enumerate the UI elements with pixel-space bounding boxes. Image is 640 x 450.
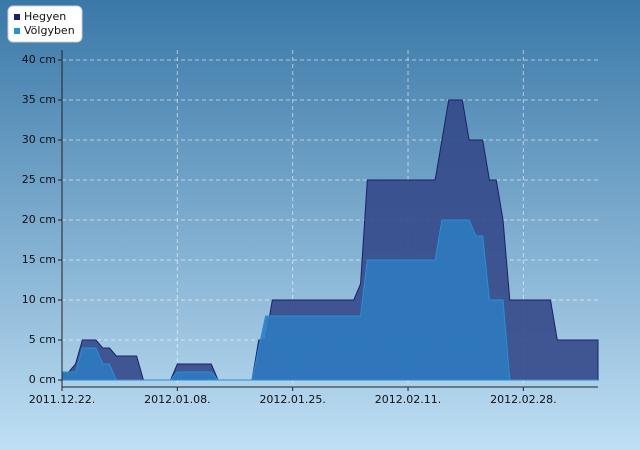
y-tick-label: 25 cm [22,173,56,186]
x-tick-label: 2012.02.28. [490,393,556,406]
y-tick-label: 0 cm [29,373,56,386]
y-tick-label: 35 cm [22,93,56,106]
y-tick-label: 40 cm [22,53,56,66]
legend-swatch [14,28,20,34]
y-tick-label: 15 cm [22,253,56,266]
legend-label: Völgyben [24,24,75,37]
x-tick-label: 2011.12.22. [29,393,95,406]
legend-box [7,5,83,43]
y-tick-label: 20 cm [22,213,56,226]
x-tick-label: 2012.02.11. [375,393,441,406]
y-tick-label: 5 cm [29,333,56,346]
area-series [61,219,598,381]
x-tick-label: 2012.01.08. [144,393,210,406]
y-tick-label: 10 cm [22,293,56,306]
legend-swatch [14,14,20,20]
legend-label: Hegyen [24,10,66,23]
x-tick-label: 2012.01.25. [259,393,325,406]
y-tick-label: 30 cm [22,133,56,146]
